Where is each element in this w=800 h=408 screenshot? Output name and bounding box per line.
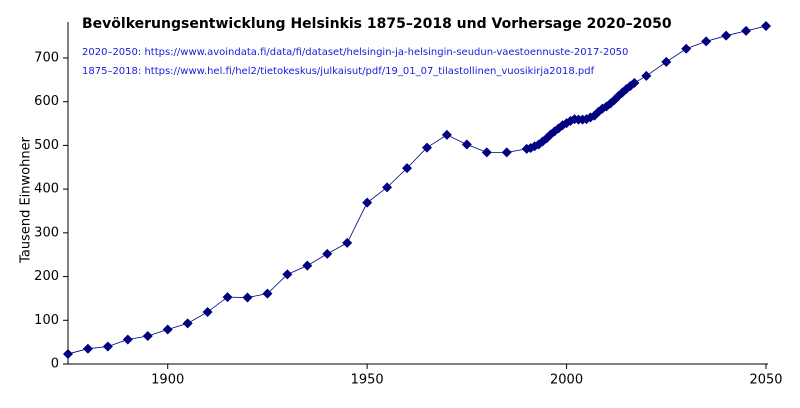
y-tick-label: 200 — [34, 269, 59, 284]
marker — [282, 269, 293, 280]
marker — [142, 331, 153, 342]
marker — [362, 197, 373, 208]
marker — [761, 21, 771, 32]
marker — [701, 36, 712, 47]
marker — [681, 43, 692, 54]
source-link[interactable]: 2020–2050: https://www.avoindata.fi/data… — [82, 47, 628, 58]
marker — [222, 292, 233, 303]
x-tick-label: 1900 — [151, 373, 184, 388]
y-tick-label: 300 — [34, 225, 59, 240]
marker — [82, 343, 93, 354]
marker — [641, 70, 652, 81]
marker — [182, 318, 193, 329]
marker — [461, 139, 472, 150]
marker — [262, 288, 273, 299]
chart-title: Bevölkerungsentwicklung Helsinkis 1875–2… — [82, 16, 672, 32]
marker — [481, 147, 492, 158]
marker — [661, 56, 672, 67]
marker — [382, 182, 393, 193]
x-tick-label: 2000 — [550, 373, 583, 388]
marker — [402, 163, 413, 174]
marker — [242, 292, 253, 303]
y-tick-label: 0 — [51, 357, 59, 372]
x-tick-label: 2050 — [749, 373, 782, 388]
marker — [421, 142, 432, 153]
marker — [122, 334, 133, 345]
y-tick-label: 100 — [34, 313, 59, 328]
y-tick-label: 500 — [34, 138, 59, 153]
y-tick-label: 700 — [34, 50, 59, 65]
marker — [202, 306, 213, 317]
marker — [721, 30, 732, 41]
marker — [741, 25, 752, 36]
marker — [322, 248, 333, 259]
marker — [162, 324, 173, 335]
marker — [302, 260, 313, 271]
source-link[interactable]: 1875–2018: https://www.hel.fi/hel2/tieto… — [82, 66, 595, 77]
marker — [441, 129, 452, 140]
marker — [102, 341, 113, 352]
marker — [501, 147, 512, 158]
y-tick-label: 600 — [34, 94, 59, 109]
y-tick-label: 400 — [34, 182, 59, 197]
marker — [629, 77, 640, 88]
marker — [342, 237, 353, 248]
y-axis-label: Tausend Einwohner — [19, 136, 34, 264]
marker — [63, 348, 73, 359]
x-tick-label: 1950 — [351, 373, 384, 388]
